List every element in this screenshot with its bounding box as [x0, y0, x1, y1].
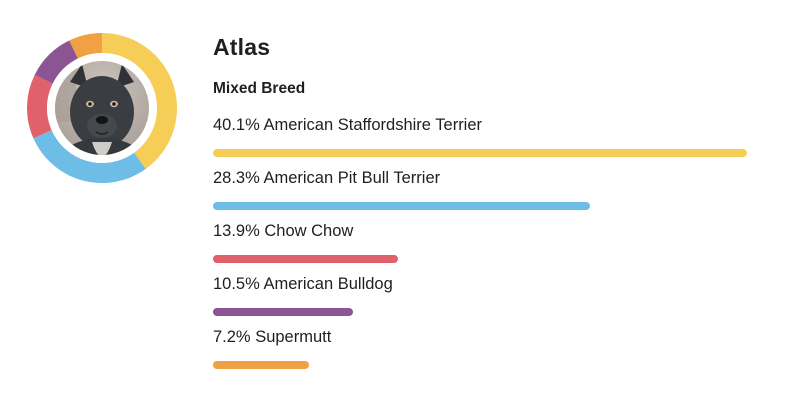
breed-row: 28.3% American Pit Bull Terrier: [213, 169, 753, 213]
breed-row: 7.2% Supermutt: [213, 328, 753, 372]
breed-row: 40.1% American Staffordshire Terrier: [213, 116, 753, 160]
breed-bar: [213, 255, 399, 263]
dog-name: Atlas: [213, 34, 271, 60]
donut-segment: [27, 74, 53, 139]
donut-segment: [34, 40, 78, 84]
donut-segment: [33, 130, 146, 183]
breed-row: 10.5% American Bulldog: [213, 275, 753, 319]
donut-segments: [27, 33, 177, 183]
breed-label: 10.5% American Bulldog: [213, 275, 393, 293]
breed-donut-chart: [27, 33, 177, 183]
breed-label: 7.2% Supermutt: [213, 328, 332, 346]
breed-bar: [213, 149, 747, 157]
donut-segment: [102, 33, 177, 169]
breed-bar: [213, 308, 353, 316]
breed-bar: [213, 361, 309, 369]
breed-label: 28.3% American Pit Bull Terrier: [213, 169, 441, 187]
breed-label: 13.9% Chow Chow: [213, 222, 354, 240]
breed-bar: [213, 202, 590, 210]
breed-label: 40.1% American Staffordshire Terrier: [213, 116, 483, 134]
donut-segment: [69, 33, 102, 59]
breed-type-label: Mixed Breed: [213, 80, 306, 97]
breed-row: 13.9% Chow Chow: [213, 222, 753, 266]
